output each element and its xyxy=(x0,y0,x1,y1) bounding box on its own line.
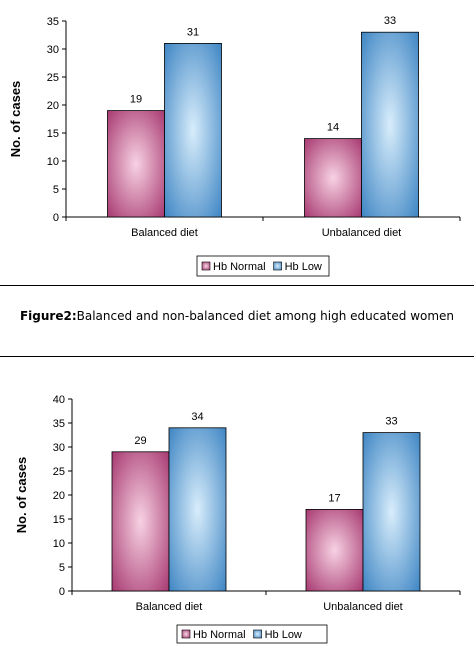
legend-swatch xyxy=(181,629,191,639)
y-tick-label: 30 xyxy=(53,442,65,454)
legend-box xyxy=(196,255,330,277)
chart-top: 0 5 10 15 20 25 30 35 No. of cases 19 31 Balanced d… xyxy=(8,15,461,277)
legend-swatch xyxy=(253,629,262,639)
category-label: Balanced diet xyxy=(136,601,203,613)
legend-label: Hb Low xyxy=(285,261,322,273)
legend-box xyxy=(176,624,328,644)
bar xyxy=(362,432,421,592)
category-label: Balanced diet xyxy=(131,227,198,239)
bar xyxy=(361,31,419,218)
y-tick-label: 5 xyxy=(53,184,59,196)
legend-swatch xyxy=(201,261,211,271)
bar xyxy=(107,110,165,218)
y-tick-label: 30 xyxy=(47,44,59,56)
figure-caption-text: Balanced and non-balanced diet among hig… xyxy=(76,309,455,323)
category-label: Unbalanced diet xyxy=(322,227,402,239)
data-label: 14 xyxy=(327,122,339,134)
data-label: 33 xyxy=(385,416,397,428)
y-tick-label: 5 xyxy=(59,562,65,574)
data-label: 29 xyxy=(134,435,146,447)
data-label: 33 xyxy=(384,15,396,27)
legend-label: Hb Normal xyxy=(213,261,266,273)
y-tick-label: 40 xyxy=(53,394,65,406)
bar xyxy=(304,138,362,218)
y-tick-label: 20 xyxy=(47,100,59,112)
legend-label: Hb Low xyxy=(265,629,302,641)
data-label: 17 xyxy=(328,492,340,504)
chart-bottom: 0 5 10 15 20 25 30 35 40 No. of cases 29 34 Balanced… xyxy=(14,394,461,644)
y-tick-label: 10 xyxy=(47,156,59,168)
data-label: 34 xyxy=(191,411,203,423)
y-tick-label: 25 xyxy=(47,72,59,84)
y-tick-label: 35 xyxy=(47,16,59,28)
data-label: 19 xyxy=(130,94,142,106)
legend-swatch xyxy=(273,261,282,271)
chart-panel-bottom: 0 5 10 15 20 25 30 35 40 No. of cases 29 34 Balanced… xyxy=(0,356,474,665)
bar xyxy=(305,508,364,592)
figure-caption-label: Figure2: xyxy=(19,309,77,323)
category-label: Unbalanced diet xyxy=(323,601,403,613)
bar xyxy=(168,427,227,592)
y-tick-label: 35 xyxy=(53,418,65,430)
y-tick-label: 0 xyxy=(59,586,65,598)
y-axis-title: No. of cases xyxy=(8,81,23,158)
y-tick-label: 20 xyxy=(53,490,65,502)
y-axis-title: No. of cases xyxy=(14,457,29,534)
y-tick-label: 0 xyxy=(53,212,59,224)
y-tick-label: 25 xyxy=(53,466,65,478)
bar xyxy=(164,43,222,218)
data-label: 31 xyxy=(187,26,199,38)
bar xyxy=(111,451,170,592)
chart-panel-top: 0 5 10 15 20 25 30 35 No. of cases 19 31 Balanced d… xyxy=(0,0,474,286)
y-tick-label: 10 xyxy=(53,538,65,550)
y-tick-label: 15 xyxy=(53,514,65,526)
figure-caption: Figure2:Balanced and non-balanced diet a… xyxy=(0,309,474,323)
legend-label: Hb Normal xyxy=(193,629,246,641)
y-tick-label: 15 xyxy=(47,128,59,140)
